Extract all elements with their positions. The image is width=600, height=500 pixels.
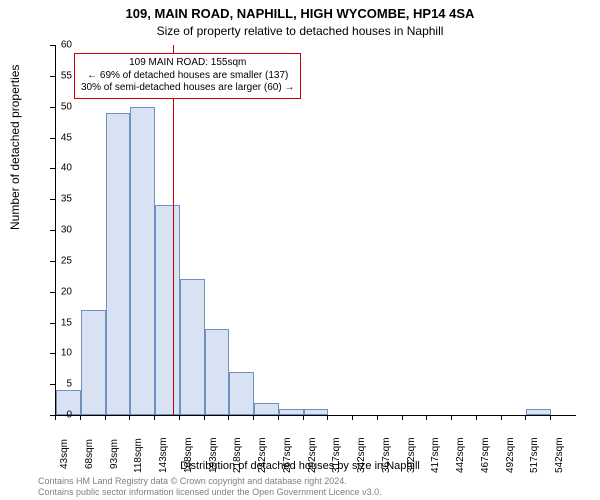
histogram-bar [526,409,551,415]
histogram-bar [106,113,131,415]
x-tick-label: 68sqm [84,439,95,473]
histogram-bar [205,329,230,415]
x-tick-label: 218sqm [232,439,243,473]
x-tick-label: 193sqm [208,439,219,473]
annotation-box: 109 MAIN ROAD: 155sqm← 69% of detached h… [74,53,301,99]
histogram-bar [81,310,106,415]
x-tick [80,415,81,420]
x-tick-label: 517sqm [529,439,540,473]
histogram-bar [155,205,180,415]
y-tick-label: 55 [50,70,72,81]
x-tick [253,415,254,420]
x-tick-label: 392sqm [406,439,417,473]
y-tick-label: 25 [50,255,72,266]
x-tick-label: 317sqm [331,439,342,473]
y-tick-label: 45 [50,132,72,143]
x-tick [377,415,378,420]
annotation-line2: ← 69% of detached houses are smaller (13… [81,70,294,83]
chart-title-sub: Size of property relative to detached ho… [0,24,600,38]
x-tick-label: 542sqm [554,439,565,473]
x-tick-label: 342sqm [356,439,367,473]
x-tick-label: 467sqm [480,439,491,473]
y-tick-label: 40 [50,163,72,174]
x-tick-label: 168sqm [183,439,194,473]
y-tick-label: 35 [50,194,72,205]
y-tick-label: 5 [50,379,72,390]
x-tick-label: 242sqm [257,439,268,473]
x-tick-label: 292sqm [307,439,318,473]
histogram-bar [304,409,329,415]
histogram-bar [254,403,279,415]
x-tick [476,415,477,420]
x-tick [278,415,279,420]
x-tick-label: 93sqm [109,439,120,473]
histogram-bar [229,372,254,415]
annotation-line3: 30% of semi-detached houses are larger (… [81,82,294,95]
marker-line [173,45,174,415]
y-tick-label: 15 [50,317,72,328]
x-tick-label: 417sqm [430,439,441,473]
footer-line2: Contains public sector information licen… [38,487,382,498]
y-tick-label: 50 [50,101,72,112]
histogram-bar [279,409,304,415]
x-tick-label: 143sqm [158,439,169,473]
x-tick-label: 367sqm [381,439,392,473]
histogram-bar [130,107,155,415]
x-tick [352,415,353,420]
x-tick-label: 43sqm [59,439,70,473]
x-tick-label: 492sqm [505,439,516,473]
y-tick-label: 60 [50,40,72,51]
x-tick [154,415,155,420]
chart-container: 109, MAIN ROAD, NAPHILL, HIGH WYCOMBE, H… [0,0,600,500]
x-tick [451,415,452,420]
y-tick-label: 10 [50,348,72,359]
x-tick [426,415,427,420]
x-tick [550,415,551,420]
x-tick-label: 267sqm [282,439,293,473]
x-tick [327,415,328,420]
y-axis-label: Number of detached properties [8,65,22,230]
y-tick-label: 20 [50,286,72,297]
footer-attribution: Contains HM Land Registry data © Crown c… [38,476,382,498]
x-tick [204,415,205,420]
x-tick-label: 442sqm [455,439,466,473]
x-tick [303,415,304,420]
plot-area: 109 MAIN ROAD: 155sqm← 69% of detached h… [55,45,576,416]
x-tick [501,415,502,420]
y-tick-label: 30 [50,225,72,236]
x-tick [55,415,56,420]
x-tick [402,415,403,420]
x-tick [129,415,130,420]
x-tick-label: 118sqm [133,439,144,473]
y-tick-label: 0 [50,410,72,421]
x-tick [105,415,106,420]
x-tick [179,415,180,420]
x-tick [525,415,526,420]
x-tick [228,415,229,420]
chart-title-main: 109, MAIN ROAD, NAPHILL, HIGH WYCOMBE, H… [0,6,600,21]
histogram-bar [180,279,205,415]
footer-line1: Contains HM Land Registry data © Crown c… [38,476,382,487]
annotation-line1: 109 MAIN ROAD: 155sqm [81,57,294,70]
